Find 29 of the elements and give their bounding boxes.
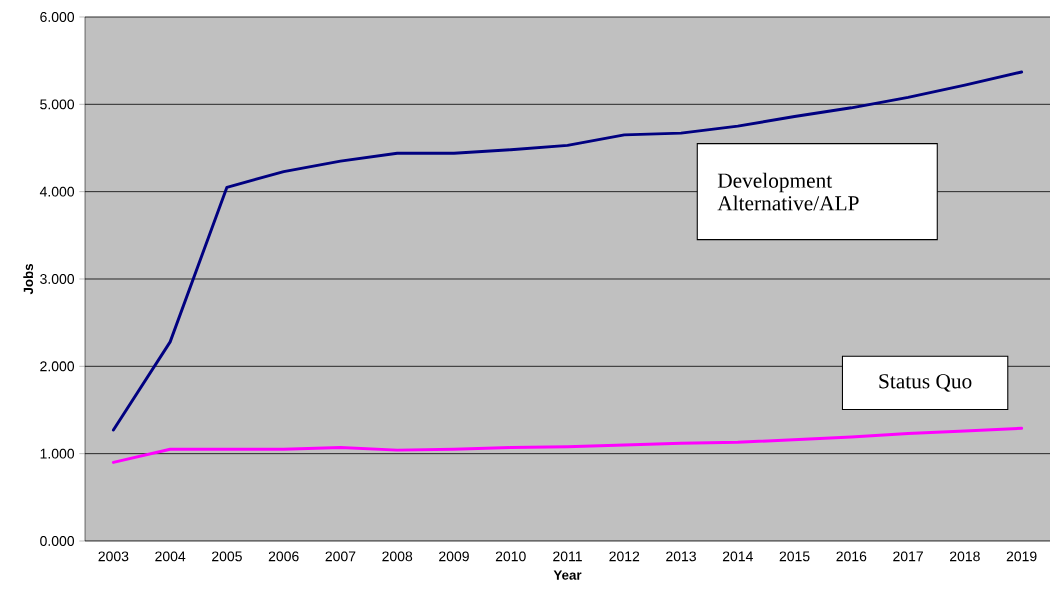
series-label: Status Quo (879, 374, 972, 392)
x-tick-label: 2013 (666, 551, 696, 562)
x-tick-label: 2007 (325, 551, 356, 562)
x-tick-label: 2004 (155, 551, 186, 562)
x-tick-label: 2005 (212, 551, 242, 562)
x-tick-label: 2017 (893, 551, 923, 562)
x-tick-label: 2011 (553, 551, 582, 562)
y-tick-label: 0.000 (40, 536, 75, 546)
x-tick-label: 2014 (722, 551, 753, 562)
x-tick-label: 2006 (268, 551, 299, 562)
x-tick-label: 2016 (836, 551, 867, 562)
y-axis-title: Jobs (23, 263, 34, 295)
y-tick-label: 2.000 (40, 361, 75, 372)
x-tick-label: 2009 (439, 551, 469, 562)
text: Development Alternative/ALP (717, 172, 859, 211)
y-tick-label: 3.000 (40, 274, 75, 284)
x-tick-label: 2012 (609, 551, 640, 562)
line-series (111, 70, 1024, 432)
x-tick-label: 2008 (382, 551, 413, 562)
x-tick-label: 2003 (98, 551, 129, 562)
x-tick-label: 2015 (779, 551, 810, 562)
x-axis-title: Year (553, 570, 582, 580)
y-tick-label: 1.000 (40, 448, 75, 459)
y-tick-label: 6.000 (40, 12, 75, 22)
y-tick-label: 4.000 (39, 186, 75, 197)
x-tick-label: 2018 (949, 551, 980, 562)
x-tick-label: 2019 (1006, 551, 1037, 562)
x-tick-label: 2010 (495, 551, 526, 562)
y-tick-label: 5.000 (40, 99, 75, 110)
